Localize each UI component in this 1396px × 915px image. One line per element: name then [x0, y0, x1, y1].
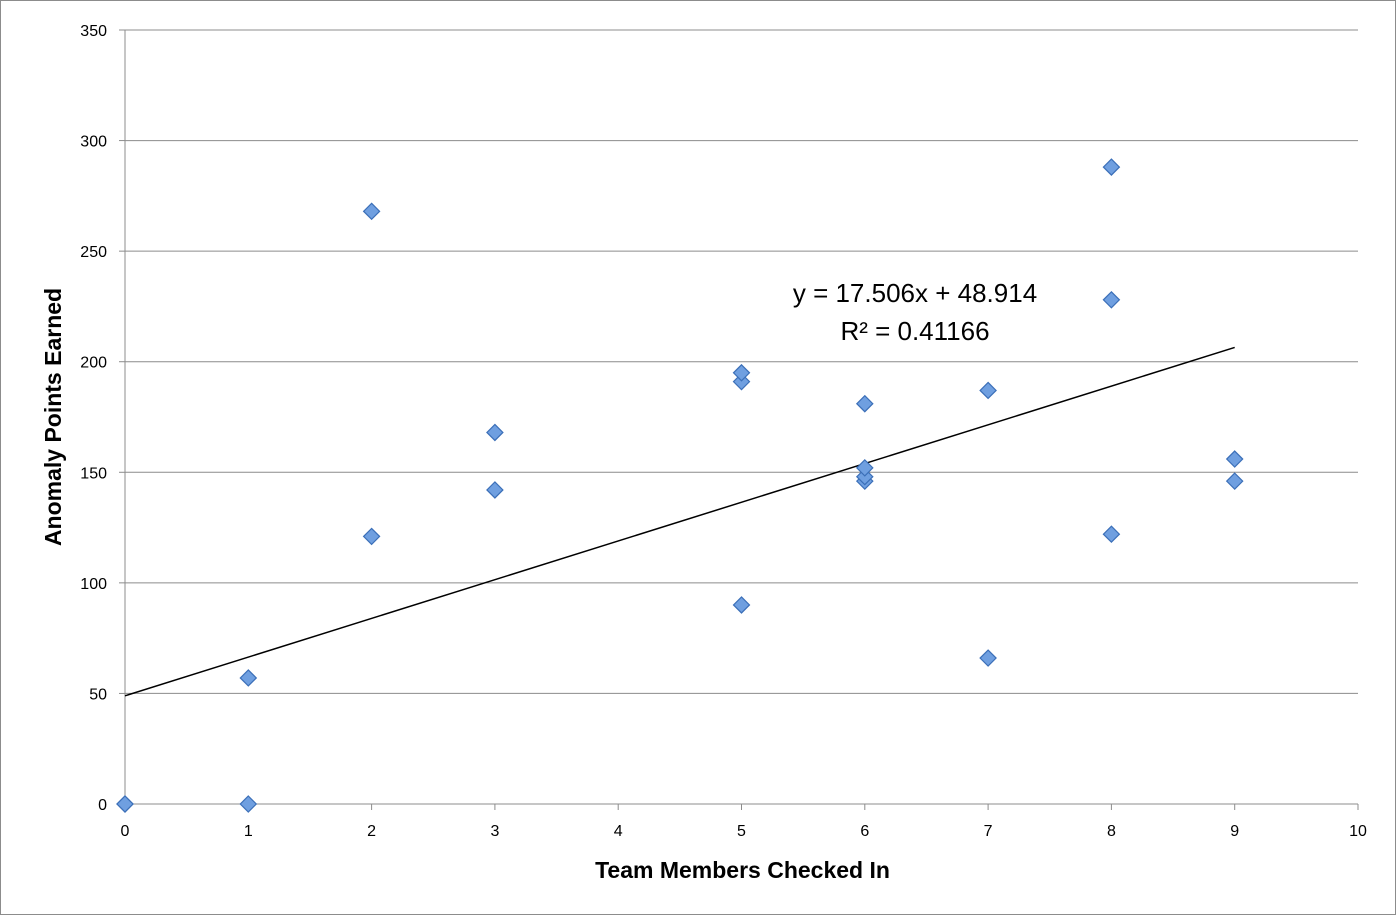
y-axis-title: Anomaly Points Earned	[40, 288, 66, 546]
x-tick-label: 7	[984, 823, 993, 840]
data-point	[239, 795, 258, 813]
x-axis-title: Team Members Checked In	[595, 857, 890, 883]
x-tick-label: 6	[860, 823, 869, 840]
data-point	[855, 459, 874, 477]
data-point	[732, 596, 751, 614]
x-tick-label: 1	[244, 823, 253, 840]
data-point	[732, 363, 751, 382]
x-tick-label: 3	[490, 823, 499, 840]
data-points	[116, 158, 1244, 813]
x-tick-label: 10	[1349, 823, 1367, 840]
data-point	[979, 649, 997, 667]
data-point	[362, 527, 381, 546]
y-tick-label: 0	[98, 797, 107, 814]
trendline-line	[124, 346, 1235, 697]
y-tick-label: 350	[80, 23, 107, 40]
data-point	[486, 423, 504, 442]
x-tick-label: 8	[1107, 823, 1116, 840]
trendline-r-squared: R² = 0.41166	[840, 316, 989, 346]
y-tick-label: 250	[80, 244, 107, 261]
data-point	[1102, 158, 1121, 176]
y-tick-label: 150	[80, 465, 107, 482]
data-point	[362, 202, 381, 221]
data-point	[239, 669, 258, 687]
axes	[119, 29, 1359, 810]
x-tick-label: 0	[121, 823, 130, 840]
trendline	[124, 346, 1235, 697]
y-tick-label: 50	[89, 686, 107, 703]
x-tick-label: 5	[737, 823, 746, 840]
data-point	[1225, 450, 1244, 468]
data-point	[1102, 290, 1121, 309]
data-point	[486, 481, 504, 499]
gridlines	[125, 29, 1358, 694]
data-point	[1102, 525, 1121, 544]
y-tick-label: 200	[80, 355, 107, 372]
data-point	[979, 381, 997, 400]
x-tick-label: 2	[367, 823, 376, 840]
tick-labels: 0 50 100 150 200 250 300 350 0 1 2 3 4 5 6 7 8 9 10	[80, 23, 1367, 840]
x-tick-label: 9	[1230, 823, 1239, 840]
data-point	[116, 795, 134, 813]
data-point	[1225, 472, 1244, 490]
y-tick-label: 100	[80, 576, 107, 593]
x-tick-label: 4	[614, 823, 623, 840]
trendline-equation: y = 17.506x + 48.914	[793, 278, 1037, 308]
data-point	[855, 394, 874, 413]
y-tick-label: 300	[80, 134, 107, 151]
